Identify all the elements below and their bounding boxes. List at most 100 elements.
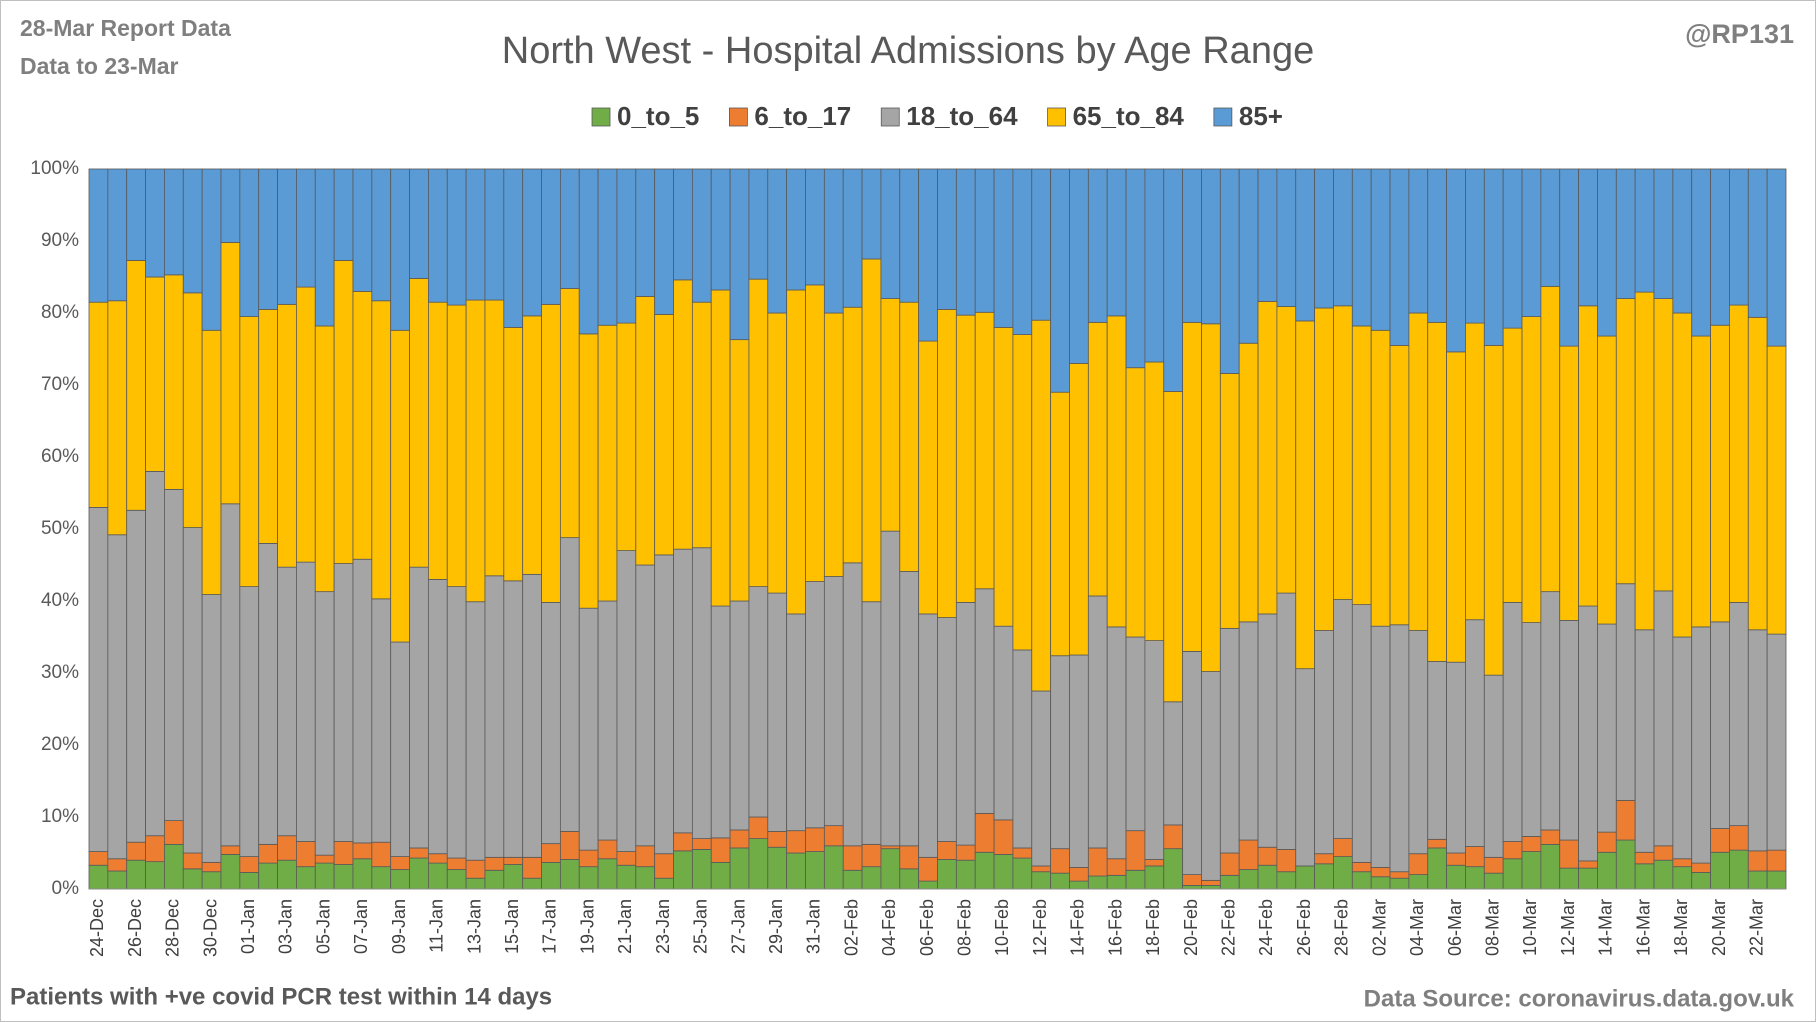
bar-segment: [559, 859, 580, 890]
bar-segment: [578, 866, 599, 890]
bar-segment: [427, 301, 448, 580]
bar-segment: [503, 580, 524, 858]
bar-segment: [616, 550, 637, 852]
bar-segment: [258, 843, 278, 864]
bar-segment: [842, 562, 863, 847]
y-tick-label: 90%: [41, 230, 79, 251]
bar-segment: [823, 312, 844, 577]
bar-segment: [673, 168, 693, 281]
bar-segment: [1766, 345, 1787, 635]
bar-segment: [352, 558, 373, 844]
bar-segment: [823, 576, 844, 827]
bar-segment: [1106, 168, 1127, 317]
bar-segment: [1597, 851, 1617, 890]
bar-segment: [1729, 304, 1749, 603]
bar-segment: [258, 543, 278, 845]
bar-segment: [1597, 168, 1617, 337]
bar-segment: [541, 602, 561, 845]
bar-segment: [1163, 168, 1184, 392]
bar-segment: [1427, 847, 1447, 890]
bar-segment: [654, 168, 674, 315]
x-tick-label: 07-Jan: [351, 899, 371, 954]
bar-segment: [1747, 850, 1768, 872]
bar-segment: [1634, 168, 1655, 293]
bar-segment: [786, 852, 806, 890]
bar-segment: [1351, 604, 1372, 863]
bar-segment: [107, 168, 128, 302]
bar-segment: [1427, 838, 1447, 849]
data-note: Data to 23-Mar: [20, 53, 179, 79]
bar-segment: [861, 866, 882, 890]
bar-segment: [597, 168, 618, 326]
bar-segment: [1691, 862, 1711, 873]
bar-segment: [1389, 877, 1410, 890]
bar-segment: [1747, 870, 1768, 890]
bar-segment: [1427, 661, 1447, 840]
bar-segment: [427, 853, 448, 864]
bar-segment: [1691, 168, 1711, 337]
bar-segment: [409, 857, 429, 890]
x-tick-label: 02-Mar: [1369, 899, 1389, 956]
bar-segment: [578, 168, 599, 335]
bar-segment: [220, 242, 241, 505]
bar-segment: [918, 856, 938, 882]
bar-segment: [296, 841, 316, 868]
x-tick-label: 18-Feb: [1143, 899, 1163, 956]
bar-segment: [427, 579, 448, 855]
bar-segment: [522, 856, 542, 879]
bar-segment: [409, 278, 429, 568]
bar-segment: [201, 861, 222, 873]
bar-segment: [239, 856, 260, 873]
legend-swatch: [880, 107, 900, 127]
bar-segment: [635, 866, 656, 890]
bar-segment: [126, 168, 146, 261]
bar-segment: [767, 592, 788, 832]
source: Data Source: coronavirus.data.gov.uk: [1364, 985, 1795, 1012]
bar-segment: [1238, 168, 1259, 344]
bar-segment: [1502, 858, 1523, 890]
bar-segment: [1578, 860, 1598, 869]
bar-segment: [1446, 351, 1466, 663]
bar-segment: [1540, 285, 1561, 593]
bar-segment: [277, 566, 297, 837]
bar-segment: [597, 839, 618, 860]
bar-segment: [465, 859, 486, 879]
bar-segment: [333, 168, 354, 261]
bar-segment: [258, 308, 278, 544]
bar-segment: [1201, 879, 1221, 886]
bar-segment: [842, 168, 863, 308]
bar-segment: [1370, 876, 1391, 890]
bar-segment: [918, 880, 938, 890]
legend-swatch: [591, 107, 611, 127]
bar-segment: [446, 304, 467, 587]
bar-segment: [578, 849, 599, 868]
y-tick-label: 60%: [41, 446, 79, 467]
bar-segment: [314, 591, 335, 856]
bar-segment: [993, 168, 1014, 328]
bar-segment: [1314, 307, 1334, 631]
bar-segment: [239, 586, 260, 857]
bar-segment: [899, 168, 920, 303]
bar-segment: [145, 861, 165, 890]
bar-segment: [1653, 845, 1674, 861]
legend-label: 0_to_5: [617, 101, 699, 131]
bar-segment: [126, 509, 146, 843]
bar-segment: [541, 168, 561, 305]
bar-segment: [748, 838, 769, 890]
bar-segment: [1276, 871, 1297, 890]
bar-segment: [1483, 674, 1504, 858]
bar-segment: [616, 168, 637, 324]
bar-segment: [1483, 344, 1504, 676]
bar-segment: [880, 530, 901, 847]
bar-segment: [1766, 168, 1787, 347]
bar-segment: [409, 566, 429, 849]
bar-segment: [1295, 320, 1316, 670]
bar-segment: [616, 864, 637, 890]
bar-segment: [1069, 362, 1089, 656]
bar-segment: [352, 842, 373, 860]
x-tick-label: 16-Feb: [1105, 899, 1125, 956]
bar-segment: [182, 868, 203, 890]
bar-segment: [805, 827, 825, 852]
bar-segment: [1182, 321, 1202, 652]
bar-segment: [88, 301, 109, 508]
